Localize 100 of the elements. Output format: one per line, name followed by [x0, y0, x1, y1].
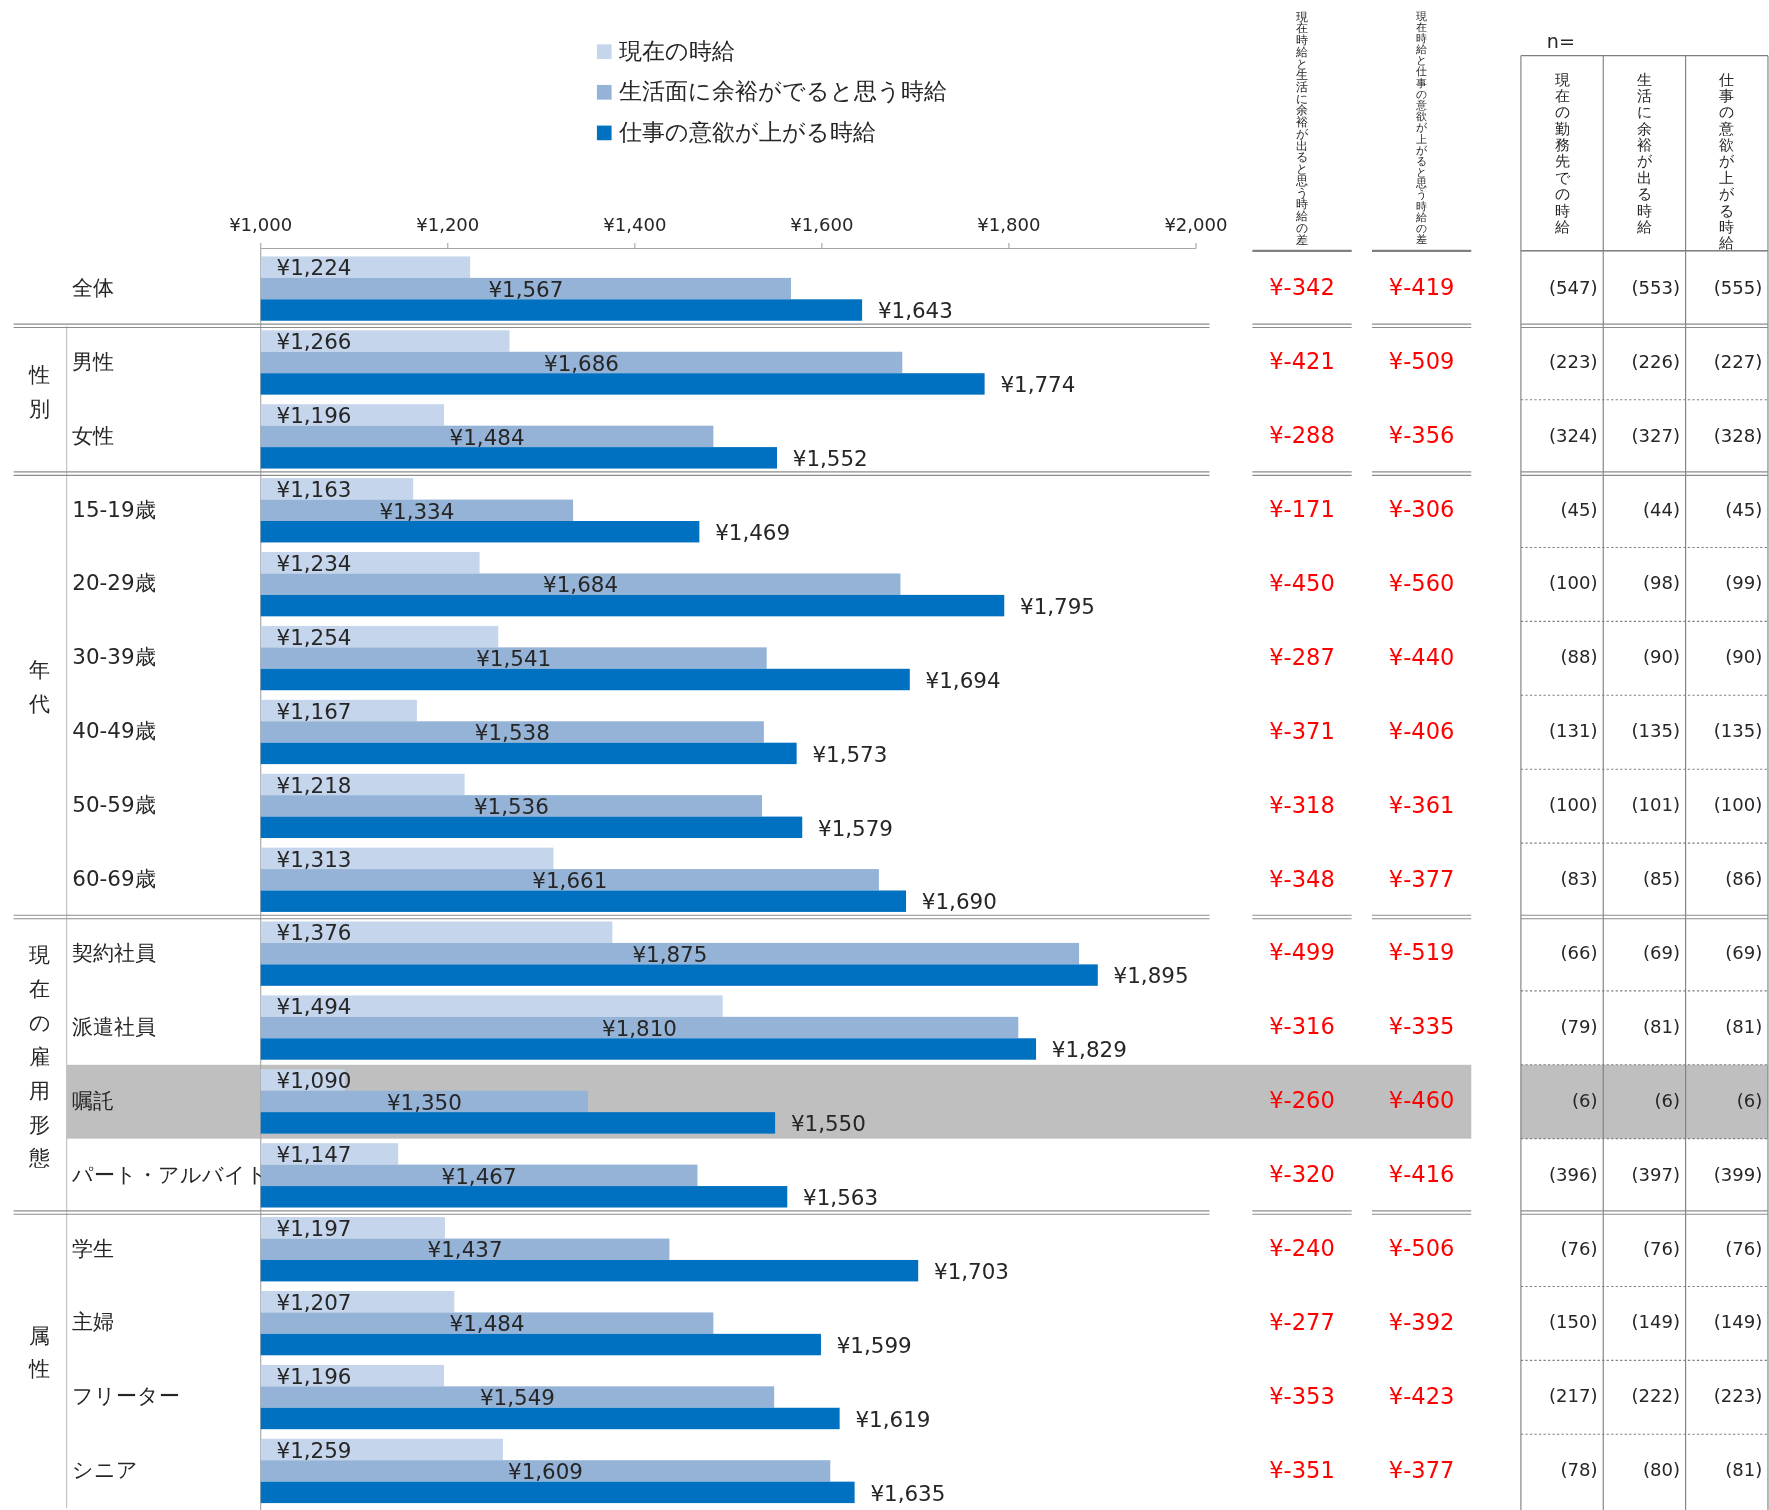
- text: ¥-316: [1269, 1013, 1335, 1040]
- y-tick-label: 女性: [72, 422, 115, 448]
- text: ¥-288: [1269, 422, 1335, 449]
- y-tick-label: 60-69歳: [72, 866, 156, 892]
- text: (98): [1642, 572, 1680, 594]
- data-label: ¥1,196: [276, 1363, 352, 1389]
- text: ¥-506: [1388, 1235, 1455, 1262]
- text: ¥-423: [1388, 1382, 1455, 1409]
- text: (226): [1631, 350, 1680, 372]
- text: (81): [1642, 1015, 1680, 1037]
- text: ¥-499: [1269, 939, 1335, 966]
- text: (223): [1713, 1385, 1763, 1407]
- text: ¥-509: [1388, 348, 1455, 375]
- text: (83): [1560, 868, 1598, 890]
- text: (100): [1549, 572, 1598, 594]
- data-label: ¥1,224: [276, 255, 352, 281]
- text: ¥-320: [1269, 1161, 1335, 1188]
- data-label: ¥1,686: [544, 350, 619, 376]
- y-tick-label: パート・アルバイト: [71, 1161, 269, 1187]
- y-tick-label: 学生: [72, 1235, 115, 1261]
- text: (227): [1713, 350, 1763, 372]
- data-label: ¥1,643: [877, 298, 953, 324]
- text: (90): [1642, 646, 1680, 668]
- text: (100): [1549, 794, 1598, 816]
- data-label: ¥1,467: [441, 1163, 517, 1189]
- text: (86): [1725, 868, 1763, 890]
- y-tick-label: 40-49歳: [72, 718, 156, 744]
- text: 性別: [28, 361, 51, 421]
- data-label: ¥1,469: [715, 519, 791, 545]
- text: ¥-460: [1388, 1087, 1455, 1114]
- text: (135): [1631, 720, 1680, 742]
- data-label: ¥1,579: [818, 815, 893, 841]
- text: n=: [1546, 29, 1576, 53]
- data-label: ¥1,895: [1113, 963, 1189, 989]
- text: ¥-416: [1388, 1161, 1455, 1188]
- data-label: ¥1,167: [276, 698, 352, 724]
- x-tick-label: ¥1,400: [603, 213, 667, 235]
- text: ¥-356: [1388, 422, 1455, 449]
- data-label: ¥1,774: [1000, 372, 1076, 398]
- text: ¥-353: [1269, 1382, 1335, 1409]
- data-label: ¥1,635: [870, 1480, 946, 1506]
- text: (85): [1642, 868, 1680, 890]
- text: ¥-419: [1388, 274, 1455, 301]
- text: (150): [1549, 1311, 1598, 1333]
- text: ¥-171: [1269, 496, 1335, 523]
- text: 属性: [28, 1322, 51, 1382]
- x-tick-label: ¥1,000: [229, 213, 293, 235]
- data-label: ¥1,313: [276, 846, 352, 872]
- text: (396): [1549, 1163, 1598, 1185]
- text: (149): [1713, 1311, 1763, 1333]
- text: (101): [1631, 794, 1680, 816]
- category-label: 仕事の意欲が上がる時給: [1719, 70, 1735, 252]
- y-tick-label: 50-59歳: [72, 792, 156, 818]
- data-label: ¥1,563: [803, 1185, 879, 1211]
- y-tick-label: フリーター: [72, 1383, 181, 1409]
- data-label: ¥1,494: [276, 994, 352, 1020]
- text: ¥-377: [1388, 1456, 1455, 1483]
- data-label: ¥1,376: [276, 920, 352, 946]
- legend-label: 生活面に余裕がでると思う時給: [619, 78, 948, 105]
- data-label: ¥1,196: [276, 403, 352, 429]
- text: ¥-318: [1269, 791, 1335, 818]
- text: (76): [1642, 1237, 1680, 1259]
- data-label: ¥1,147: [276, 1142, 352, 1168]
- text: ¥-348: [1269, 865, 1335, 892]
- data-label: ¥1,254: [276, 624, 352, 650]
- data-label: ¥1,690: [921, 889, 997, 915]
- data-label: ¥1,484: [449, 1311, 525, 1337]
- data-label: ¥1,550: [790, 1111, 866, 1137]
- y-tick-label: 派遣社員: [72, 1013, 157, 1039]
- y-tick-label: シニア: [72, 1457, 139, 1483]
- data-label: ¥1,619: [855, 1406, 931, 1432]
- text: (555): [1713, 276, 1763, 298]
- text: ¥-371: [1269, 717, 1335, 744]
- x-tick-label: ¥1,600: [790, 213, 854, 235]
- text: (217): [1549, 1385, 1598, 1407]
- text: (88): [1560, 646, 1598, 668]
- text: (80): [1642, 1459, 1680, 1481]
- text: (79): [1560, 1015, 1598, 1037]
- data-label: ¥1,684: [543, 572, 619, 598]
- text: (397): [1631, 1163, 1680, 1185]
- text: (44): [1642, 498, 1680, 520]
- data-label: ¥1,163: [276, 477, 352, 503]
- data-label: ¥1,609: [508, 1459, 583, 1485]
- text: ¥-361: [1388, 791, 1455, 818]
- text: (547): [1549, 276, 1598, 298]
- text: ¥-306: [1388, 496, 1455, 523]
- data-label: ¥1,484: [449, 424, 525, 450]
- data-label: ¥1,218: [276, 772, 352, 798]
- data-label: ¥1,810: [602, 1015, 677, 1041]
- text: (81): [1725, 1459, 1763, 1481]
- text: (324): [1549, 424, 1598, 446]
- data-label: ¥1,536: [473, 794, 549, 820]
- text: ¥-421: [1269, 348, 1335, 375]
- text: (327): [1631, 424, 1680, 446]
- text: (399): [1713, 1163, 1763, 1185]
- text: ¥-277: [1269, 1308, 1335, 1335]
- text: (222): [1631, 1385, 1680, 1407]
- text: (6): [1572, 1089, 1598, 1111]
- text: ¥-392: [1388, 1308, 1455, 1335]
- text: (135): [1713, 720, 1763, 742]
